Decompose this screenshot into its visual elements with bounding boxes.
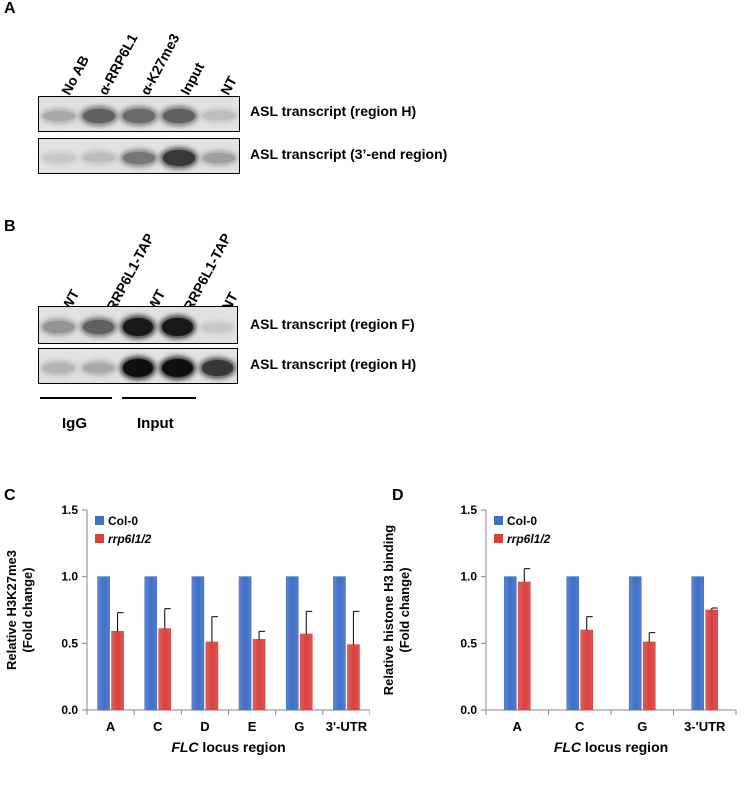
chart-d: 0.0 0.5 1.0 1.5 A C G 3-'UTR FLC locus region Rel… (381, 503, 737, 755)
panel-b-gel-2 (38, 348, 238, 384)
legend-swatch (95, 516, 104, 525)
bar-rrp6l1-2 (705, 609, 719, 711)
legend-label: Col-0 (108, 514, 138, 528)
y-tick-label: 1.0 (460, 570, 477, 584)
y-tick-label: 1.5 (460, 503, 477, 517)
gel-band (83, 153, 115, 163)
y-axis-label: Relative H3K27me3(Fold change) (4, 550, 35, 670)
x-axis-label: FLC locus region (171, 739, 285, 755)
x-tick-label: 3-'UTR (684, 719, 726, 734)
panel-b-gel-1 (38, 306, 238, 344)
x-tick-label: C (575, 719, 585, 734)
y-tick-label: 1.0 (61, 570, 78, 584)
input-group-line (122, 397, 196, 399)
panel-a-gel-2 (38, 138, 240, 174)
legend-label: rrp6l1/2 (108, 532, 152, 546)
gel-band (83, 109, 115, 123)
gel-band (201, 360, 233, 376)
lane-label: α-RRP6L1 (95, 30, 141, 98)
legend-swatch (95, 534, 104, 543)
bar-rrp6l1-2 (205, 641, 219, 711)
gel-band (82, 319, 114, 335)
gel-band (43, 363, 75, 373)
bar-rrp6l1-2 (158, 628, 172, 711)
panel-c-letter: C (4, 487, 16, 504)
chart-c: 0.0 0.5 1.0 1.5 A C D E G 3'-UTR FLC locus region R… (4, 503, 370, 755)
panel-a-gel-1 (38, 96, 240, 132)
gel-band (162, 317, 194, 337)
bar-col-0 (285, 576, 299, 711)
bar-col-0 (691, 576, 705, 711)
legend-label: rrp6l1/2 (507, 532, 551, 546)
lane-label: NT (217, 73, 240, 98)
bar-col-0 (566, 576, 580, 711)
panel-a-gel-1-label: ASL transcript (region H) (250, 103, 417, 119)
x-tick-label: 3'-UTR (326, 719, 368, 734)
y-tick-label: 0.5 (460, 636, 477, 650)
bar-col-0 (144, 576, 158, 711)
gel-band (201, 322, 233, 332)
panel-a-gel-2-label: ASL transcript (3’-end region) (250, 146, 448, 162)
bar-rrp6l1-2 (347, 644, 360, 711)
bar-rrp6l1-2 (299, 633, 313, 711)
gel-band (43, 321, 75, 333)
gel-band (123, 109, 155, 123)
gel-band (122, 317, 154, 337)
igg-group-line (40, 397, 112, 399)
bar-col-0 (503, 576, 517, 711)
lane-label: No AB (58, 52, 92, 98)
panel-b-gel-1-label: ASL transcript (region F) (250, 316, 415, 332)
gel-band (82, 362, 114, 373)
legend-swatch (494, 516, 503, 525)
legend-label: Col-0 (507, 514, 537, 528)
bar-rrp6l1-2 (517, 581, 531, 711)
bar-col-0 (238, 576, 252, 711)
y-tick-label: 0.0 (460, 703, 477, 717)
gel-band (162, 359, 194, 377)
lane-label: α-K27me3 (137, 30, 183, 98)
bar-col-0 (333, 576, 346, 711)
x-tick-label: E (248, 719, 257, 734)
x-axis-label: FLC locus region (554, 739, 668, 755)
legend-swatch (494, 534, 503, 543)
x-tick-label: D (200, 719, 209, 734)
x-tick-label: A (513, 719, 523, 734)
x-tick-label: G (294, 719, 304, 734)
gel-band (203, 111, 235, 121)
panel-a-letter: A (4, 0, 16, 17)
bar-col-0 (97, 576, 110, 711)
igg-group-label: IgG (62, 415, 87, 432)
panel-d-letter: D (392, 487, 404, 504)
bar-col-0 (628, 576, 642, 711)
bar-rrp6l1-2 (252, 639, 266, 711)
gel-band (163, 109, 195, 123)
lane-label: Input (177, 59, 208, 98)
bar-rrp6l1-2 (111, 631, 124, 711)
bar-rrp6l1-2 (580, 629, 594, 711)
gel-band (203, 152, 235, 164)
y-tick-label: 1.5 (61, 503, 78, 517)
x-tick-label: A (106, 719, 116, 734)
y-tick-label: 0.0 (61, 703, 78, 717)
gel-band (122, 359, 154, 377)
y-axis-label: Relative histone H3 binding(Fold change) (381, 525, 412, 696)
gel-band (123, 151, 155, 165)
panel-b-letter: B (4, 218, 16, 235)
bar-rrp6l1-2 (642, 641, 656, 711)
gel-band (43, 153, 75, 163)
x-tick-label: G (637, 719, 647, 734)
bar-col-0 (191, 576, 205, 711)
input-group-label: Input (137, 415, 174, 432)
gel-band (163, 150, 195, 166)
x-tick-label: C (153, 719, 163, 734)
panel-b-gel-2-label: ASL transcript (region H) (250, 356, 417, 372)
y-tick-label: 0.5 (61, 636, 78, 650)
gel-band (43, 110, 75, 121)
